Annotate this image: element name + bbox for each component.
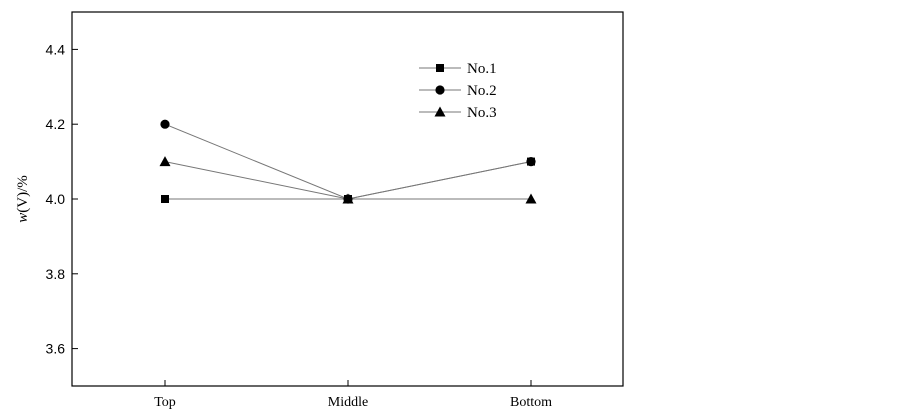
y-axis-ticks: 3.6 3.8 4.0 4.2 4.4: [46, 41, 78, 357]
legend-label: No.2: [467, 83, 497, 99]
series-markers: [159, 119, 537, 204]
y-tick-label: 3.8: [46, 266, 66, 282]
y-axis-title-rest: (V)/%: [15, 175, 31, 213]
legend-label: No.1: [467, 61, 497, 77]
data-point-no3: [525, 193, 537, 204]
series-line-no3: [164, 161, 531, 200]
legend-marker: [436, 64, 444, 72]
series-line-no1: [165, 161, 532, 200]
data-point-no2: [160, 119, 170, 129]
y-axis-title: w(V)/%: [15, 175, 31, 223]
data-point-no3: [159, 156, 171, 167]
data-point-no3: [342, 193, 354, 204]
x-axis-ticks: Top Middle Bottom: [154, 380, 552, 410]
x-category-label: Top: [154, 395, 176, 410]
y-tick-label: 4.4: [46, 41, 66, 57]
legend-label: No.3: [467, 105, 497, 121]
x-category-label: Middle: [328, 395, 368, 410]
series-line-no2: [164, 123, 532, 200]
y-tick-label: 4.0: [46, 191, 66, 207]
data-point-no1: [161, 195, 169, 203]
legend: No.1 No.2 No.3: [419, 61, 497, 121]
data-point-no2: [526, 157, 536, 167]
y-axis-title-italic: w: [15, 213, 31, 223]
legend-marker: [434, 106, 446, 117]
series-lines: [164, 123, 532, 200]
y-tick-label: 3.6: [46, 341, 66, 357]
y-tick-label: 4.2: [46, 116, 66, 132]
legend-marker: [435, 85, 445, 95]
x-category-label: Bottom: [510, 395, 552, 410]
